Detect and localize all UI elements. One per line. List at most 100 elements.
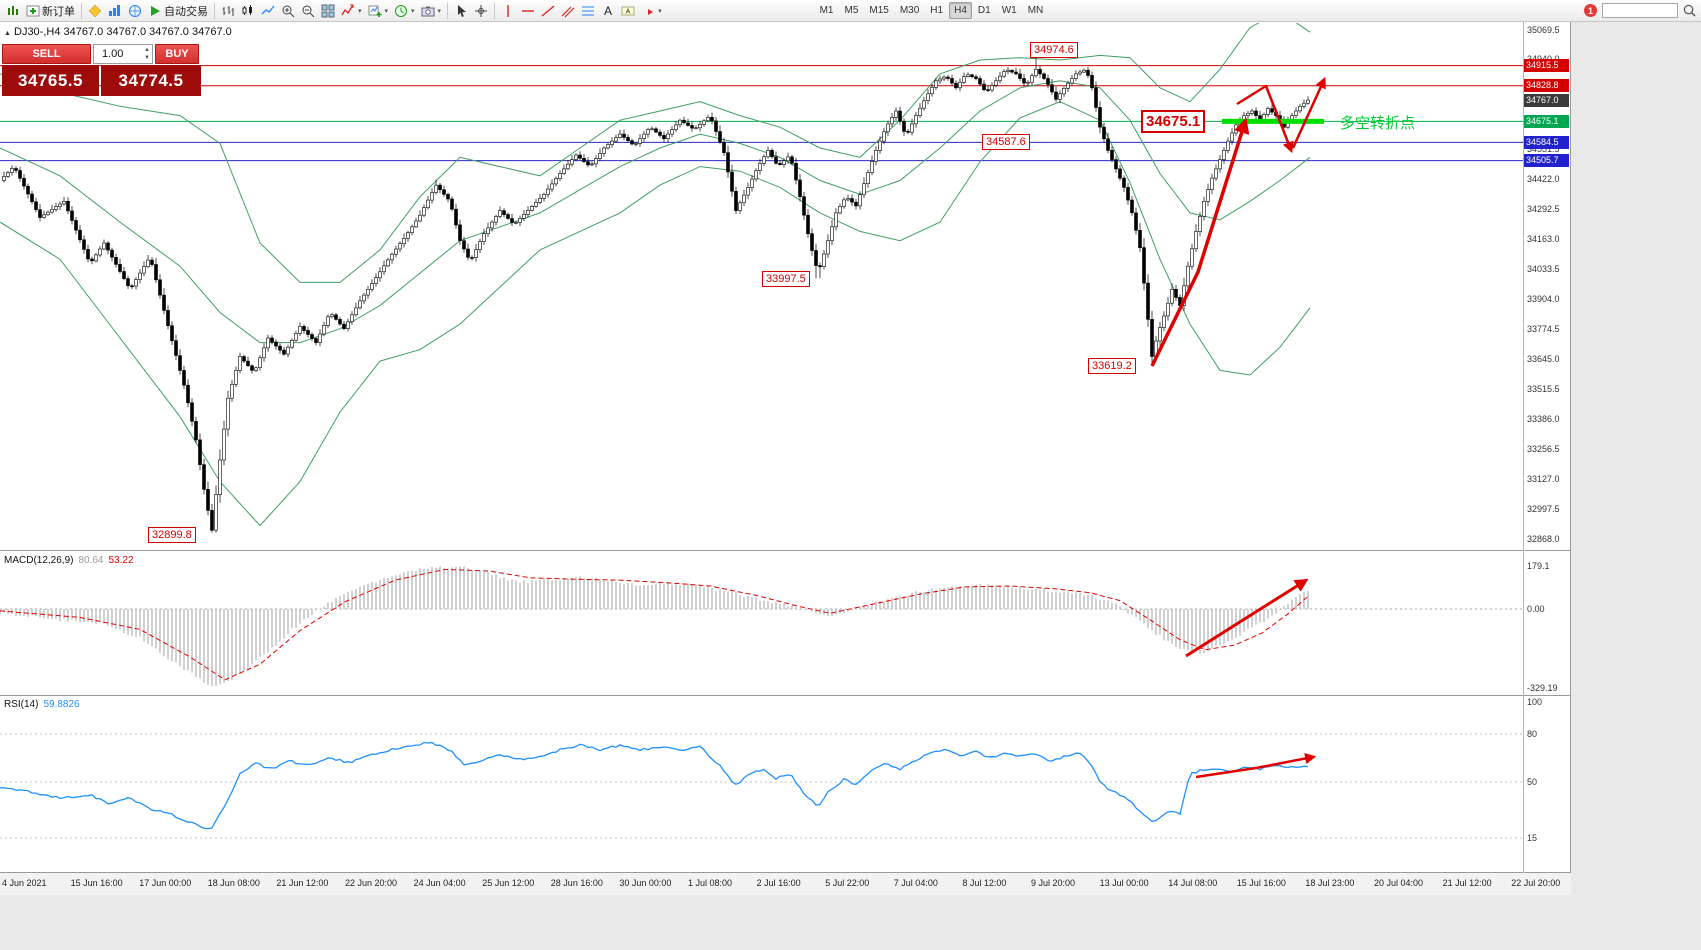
- price-callout[interactable]: 33619.2: [1088, 358, 1136, 374]
- timeframe-mn[interactable]: MN: [1027, 5, 1044, 16]
- price-axis-tick: 34163.0: [1527, 234, 1560, 245]
- price-callout[interactable]: 34675.1: [1141, 110, 1206, 133]
- toolbar: 新订单 自动交易 ▾ ▾ ▾ ▾ A A ▾ M1 M5 M15 M30 H1 H4 D1 W1 MN 1: [0, 0, 1701, 22]
- time-axis-label: 13 Jul 00:00: [1099, 878, 1149, 888]
- line-icon: [261, 5, 275, 14]
- market-watch-button[interactable]: [105, 2, 125, 20]
- price-axis-tick: 33386.0: [1527, 414, 1560, 425]
- zoom-out-button[interactable]: [298, 2, 318, 20]
- price-axis-tick: 34292.5: [1527, 204, 1560, 215]
- data-window-button[interactable]: [125, 2, 145, 20]
- vline-icon: [507, 4, 509, 17]
- trendline-button[interactable]: [538, 2, 558, 20]
- cursor-icon: [458, 4, 467, 17]
- zoom-in-icon: [282, 5, 295, 17]
- time-axis-label: 5 Jul 22:00: [825, 878, 870, 888]
- fibonacci-button[interactable]: [578, 2, 598, 20]
- profiles-button[interactable]: [85, 2, 105, 20]
- autotrading-label: 自动交易: [164, 5, 208, 18]
- price-axis-marker: 34505.7: [1524, 154, 1569, 168]
- timeframe-m15[interactable]: M15: [869, 5, 889, 16]
- annotation-arrow[interactable]: [1150, 117, 1250, 367]
- sell-button[interactable]: SELL: [2, 44, 91, 64]
- annotation-arrow[interactable]: [1236, 84, 1294, 154]
- price-callout[interactable]: 32899.8: [148, 527, 196, 543]
- timeframe-m1[interactable]: M1: [819, 5, 834, 16]
- search-icon[interactable]: [1683, 4, 1696, 17]
- one-click-trading-panel[interactable]: SELL 1.00 ▲ ▼ BUY 34765.5 34774.5: [2, 44, 201, 96]
- sell-price[interactable]: 34765.5: [2, 65, 99, 96]
- autotrading-button[interactable]: 自动交易: [145, 2, 211, 20]
- chart-window[interactable]: [0, 22, 1571, 895]
- bars-chart-button[interactable]: [218, 2, 238, 20]
- price-callout[interactable]: 33997.5: [762, 271, 810, 287]
- rsi-value: 59.8826: [43, 699, 80, 710]
- periods-button[interactable]: ▾: [391, 2, 418, 20]
- time-axis-label: 1 Jul 08:00: [688, 878, 733, 888]
- price-callout[interactable]: 34974.6: [1030, 42, 1078, 58]
- buy-button[interactable]: BUY: [155, 44, 199, 64]
- annotation-arrow[interactable]: [1185, 578, 1309, 658]
- price-callout[interactable]: 34587.6: [982, 134, 1030, 150]
- volume-field[interactable]: 1.00 ▲ ▼: [93, 44, 153, 64]
- spin-up-icon[interactable]: ▲: [144, 47, 150, 53]
- chart-window-button[interactable]: [3, 2, 23, 20]
- chevron-down-icon[interactable]: ▾: [411, 7, 415, 15]
- text-tool-button[interactable]: A: [598, 2, 618, 20]
- chart-expand-icon[interactable]: ▲: [4, 30, 11, 37]
- line-chart-button[interactable]: [258, 2, 278, 20]
- buy-price[interactable]: 34774.5: [101, 65, 201, 96]
- timeframe-w1[interactable]: W1: [1001, 5, 1017, 16]
- indicators-button[interactable]: ▾: [338, 2, 365, 20]
- timeframe-m30[interactable]: M30: [899, 5, 920, 16]
- timeframe-h4[interactable]: H4: [949, 2, 972, 19]
- candles-chart-button[interactable]: [238, 2, 258, 20]
- new-order-icon: [26, 5, 40, 16]
- toolbar-right: 1: [1584, 3, 1698, 18]
- chevron-down-icon[interactable]: ▾: [437, 7, 442, 15]
- news-icon: [129, 4, 141, 17]
- chart-canvas[interactable]: [0, 0, 1571, 895]
- time-axis-label: 22 Jul 20:00: [1511, 878, 1561, 888]
- annotation-arrow[interactable]: [1195, 752, 1317, 779]
- timeframe-h1[interactable]: H1: [930, 5, 944, 16]
- spin-down-icon[interactable]: ▼: [144, 55, 150, 61]
- time-axis-label: 18 Jun 08:00: [207, 878, 260, 888]
- annotation-arrow[interactable]: [1291, 76, 1326, 149]
- turning-point-label[interactable]: 多空转折点: [1340, 115, 1416, 132]
- price-axis-tick: 32997.5: [1527, 504, 1560, 515]
- chevron-down-icon[interactable]: ▾: [358, 7, 362, 15]
- channel-icon: [561, 6, 575, 17]
- camera-icon: [421, 6, 435, 16]
- time-axis-label: 21 Jul 12:00: [1442, 878, 1492, 888]
- timeframe-d1[interactable]: D1: [977, 5, 991, 16]
- tile-windows-button[interactable]: [318, 2, 338, 20]
- chevron-down-icon[interactable]: ▾: [658, 7, 662, 15]
- timeframe-m5[interactable]: M5: [844, 5, 859, 16]
- text-label-button[interactable]: A: [618, 2, 638, 20]
- volume-spinner[interactable]: ▲ ▼: [144, 46, 150, 62]
- zoom-out-icon: [302, 5, 315, 17]
- bars-icon: [222, 5, 234, 16]
- arrows-tool-button[interactable]: ▾: [638, 2, 665, 20]
- crosshair-button[interactable]: [471, 2, 491, 20]
- time-axis-label: 17 Jun 00:00: [139, 878, 192, 888]
- new-chart-button[interactable]: ▾: [365, 2, 392, 20]
- equidistant-channel-button[interactable]: [558, 2, 578, 20]
- macd-main-value: 80.64: [78, 555, 104, 566]
- time-axis-label: 20 Jul 04:00: [1374, 878, 1424, 888]
- cursor-button[interactable]: [451, 2, 471, 20]
- new-order-button[interactable]: 新订单: [23, 2, 78, 20]
- notification-badge[interactable]: 1: [1584, 4, 1597, 17]
- chart-mini-icon: [8, 5, 18, 15]
- chevron-down-icon[interactable]: ▾: [384, 7, 389, 15]
- trend-icon: [541, 4, 555, 17]
- search-input[interactable]: [1602, 3, 1678, 18]
- screenshot-button[interactable]: ▾: [418, 2, 445, 20]
- time-axis-strip: [0, 873, 1571, 895]
- vertical-line-button[interactable]: [498, 2, 518, 20]
- toolbar-separator: [81, 2, 82, 19]
- horizontal-line-button[interactable]: [518, 2, 538, 20]
- time-axis-label: 8 Jul 12:00: [962, 878, 1007, 888]
- zoom-in-button[interactable]: [278, 2, 298, 20]
